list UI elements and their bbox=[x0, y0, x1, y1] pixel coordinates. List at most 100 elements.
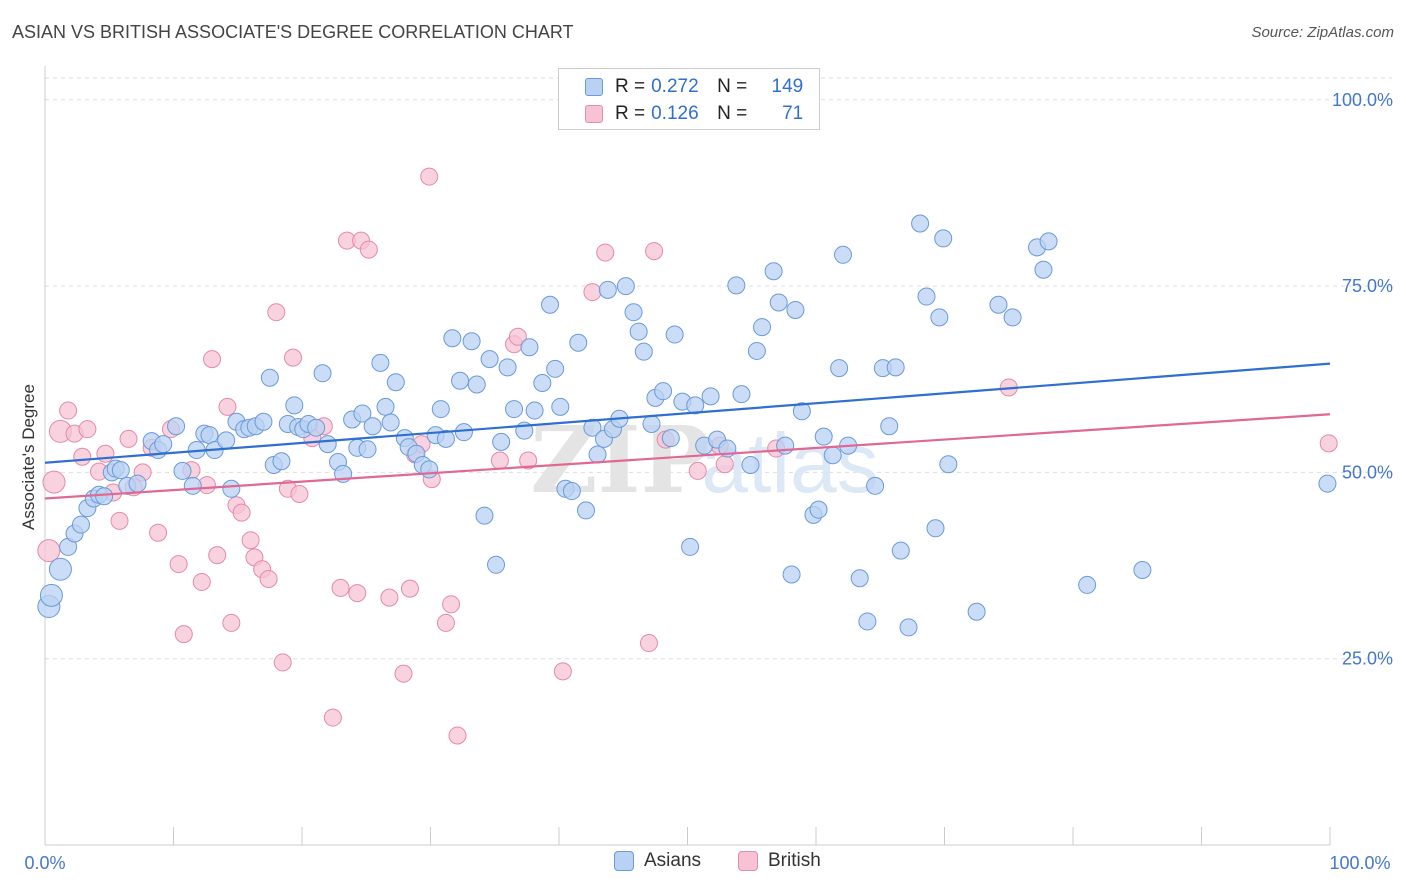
asian-point bbox=[809, 500, 828, 519]
asian-point bbox=[505, 400, 524, 419]
asian-point bbox=[431, 400, 450, 419]
asian-point bbox=[833, 245, 852, 264]
british-point bbox=[232, 503, 251, 522]
asian-point bbox=[313, 364, 332, 383]
asians-legend-swatch bbox=[614, 851, 634, 871]
asian-point bbox=[48, 557, 72, 581]
legend-item-british[interactable]: British bbox=[738, 850, 821, 872]
asian-point bbox=[823, 446, 842, 465]
british-point bbox=[37, 539, 61, 563]
asian-point bbox=[569, 333, 588, 352]
british-point bbox=[715, 455, 734, 474]
asian-point bbox=[583, 418, 602, 437]
british-point bbox=[490, 451, 509, 470]
british-point bbox=[222, 613, 241, 632]
asian-points bbox=[37, 214, 1337, 637]
asians-swatch bbox=[585, 78, 603, 96]
asian-point bbox=[686, 396, 705, 415]
asian-point bbox=[792, 402, 811, 421]
asian-point bbox=[769, 293, 788, 312]
asians-legend-label: Asians bbox=[644, 850, 702, 871]
british-points bbox=[37, 167, 1338, 745]
legend-item-asians[interactable]: Asians bbox=[614, 850, 701, 872]
british-point bbox=[267, 303, 286, 322]
asian-point bbox=[830, 359, 849, 378]
british-point bbox=[273, 653, 292, 672]
asian-point bbox=[541, 295, 560, 314]
asian-point bbox=[1003, 308, 1022, 327]
asian-point bbox=[616, 277, 635, 296]
british-point bbox=[203, 350, 222, 369]
asian-point bbox=[665, 325, 684, 344]
british-point bbox=[436, 613, 455, 632]
asian-point bbox=[732, 385, 751, 404]
asian-point bbox=[576, 501, 595, 520]
asian-point bbox=[926, 519, 945, 538]
asian-point bbox=[318, 435, 337, 454]
asian-point bbox=[642, 414, 661, 433]
asian-point bbox=[989, 295, 1008, 314]
asian-point bbox=[254, 412, 273, 431]
british-point bbox=[192, 572, 211, 591]
british-point bbox=[96, 444, 115, 463]
asian-point bbox=[814, 427, 833, 446]
legend-row-british: R = 0.126 N = 71 bbox=[585, 102, 803, 126]
asian-point bbox=[1078, 575, 1097, 594]
asian-point bbox=[71, 515, 90, 534]
british-point bbox=[420, 167, 439, 186]
tick-labels: 25.0% 50.0% 75.0% 100.0% 0.0% 100.0% Associate… bbox=[19, 90, 1393, 873]
british-point bbox=[508, 327, 527, 346]
asian-point bbox=[858, 612, 877, 631]
asian-point bbox=[436, 429, 455, 448]
asian-point bbox=[939, 455, 958, 474]
asians-r-value: 0.272 bbox=[651, 76, 699, 97]
british-point bbox=[284, 348, 303, 367]
asian-point bbox=[701, 387, 720, 406]
british-point bbox=[331, 578, 350, 597]
asians-n-value: 149 bbox=[771, 76, 804, 97]
asian-point bbox=[562, 482, 581, 501]
asian-point bbox=[546, 359, 565, 378]
asian-point bbox=[467, 375, 486, 394]
asian-point bbox=[930, 308, 949, 327]
british-point bbox=[208, 546, 227, 565]
asian-point bbox=[353, 404, 372, 423]
british-point bbox=[73, 447, 92, 466]
asian-point bbox=[654, 382, 673, 401]
british-n-value: 71 bbox=[782, 103, 804, 124]
asian-point bbox=[386, 373, 405, 392]
asian-point bbox=[487, 555, 506, 574]
asian-point bbox=[588, 445, 607, 464]
asian-point bbox=[381, 413, 400, 432]
asian-point bbox=[39, 583, 63, 607]
asian-point bbox=[598, 280, 617, 299]
asian-point bbox=[1133, 561, 1152, 580]
asian-point bbox=[911, 214, 930, 233]
legend-r-label: R = bbox=[615, 76, 646, 97]
asian-point bbox=[776, 436, 795, 455]
asian-point bbox=[128, 474, 147, 493]
asian-point bbox=[443, 329, 462, 348]
asian-point bbox=[634, 342, 653, 361]
british-point bbox=[323, 708, 342, 727]
british-point bbox=[241, 531, 260, 550]
asian-point bbox=[747, 341, 766, 360]
asian-point bbox=[525, 401, 544, 420]
asian-point bbox=[217, 431, 236, 450]
axes bbox=[44, 66, 1331, 846]
british-point bbox=[596, 243, 615, 262]
asian-point bbox=[917, 287, 936, 306]
asian-point bbox=[520, 338, 539, 357]
asian-point bbox=[111, 461, 130, 480]
asian-point bbox=[420, 460, 439, 479]
british-point bbox=[639, 634, 658, 653]
asian-point bbox=[451, 371, 470, 390]
british-point bbox=[394, 664, 413, 683]
british-point bbox=[442, 595, 461, 614]
legend-n-label: N = bbox=[717, 76, 748, 97]
asian-point bbox=[741, 455, 760, 474]
british-point bbox=[448, 726, 467, 745]
stats-legend: R = 0.272 N = 149 R = 0.126 N = 71 bbox=[558, 68, 820, 130]
asian-point bbox=[183, 476, 202, 495]
asian-point bbox=[307, 418, 326, 437]
